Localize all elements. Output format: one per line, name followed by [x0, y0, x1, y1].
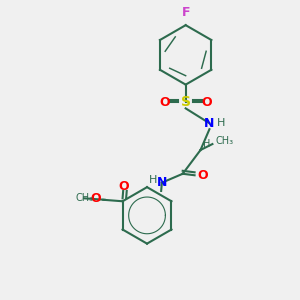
Text: CH₃: CH₃: [215, 136, 233, 146]
Text: F: F: [182, 6, 190, 19]
Text: CH₃: CH₃: [75, 193, 93, 203]
Text: O: O: [198, 169, 208, 182]
Text: N: N: [204, 117, 214, 130]
Text: S: S: [181, 95, 191, 110]
Text: O: O: [119, 180, 129, 193]
Text: H: H: [217, 118, 225, 128]
Text: H: H: [203, 139, 211, 148]
Text: O: O: [201, 96, 212, 109]
Text: N: N: [157, 176, 167, 189]
Text: H: H: [149, 175, 158, 185]
Text: O: O: [91, 192, 101, 205]
Text: O: O: [160, 96, 170, 109]
